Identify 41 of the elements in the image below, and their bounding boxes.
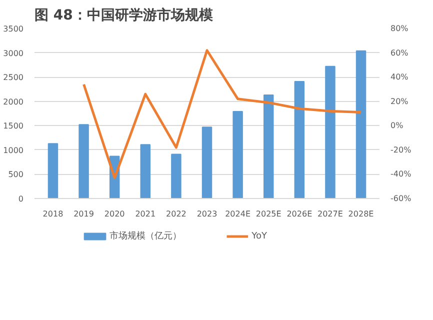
y-tick-label: 2000: [3, 97, 24, 106]
y2-tick-label: 40%: [390, 72, 409, 82]
y2-tick-label: -20%: [390, 145, 412, 154]
legend-label: YoY: [250, 232, 268, 242]
y-tick-label: 2500: [3, 73, 24, 82]
y-tick-label: 500: [8, 170, 24, 180]
x-tick-label: 2020: [104, 210, 125, 218]
bar: [294, 80, 305, 198]
y-tick-label: 3000: [3, 48, 24, 58]
bar: [140, 144, 151, 198]
x-tick-label: 2022: [166, 210, 186, 218]
x-tick-label: 2028E: [348, 210, 374, 218]
x-tick-label: 2025E: [256, 210, 282, 218]
bar: [263, 94, 274, 198]
chart-title: 图 48：中国研学游市场规模: [34, 6, 214, 24]
x-tick-label: 2026E: [286, 210, 312, 218]
line-series: [82, 49, 362, 180]
bar: [78, 124, 89, 198]
bar: [356, 50, 366, 198]
y2-tick-label: -60%: [390, 194, 412, 203]
y-tick-label: 1500: [3, 122, 24, 131]
bar: [202, 126, 212, 198]
y2-tick-label: 60%: [390, 48, 409, 58]
x-tick-label: 2019: [74, 210, 94, 218]
x-tick-label: 2024E: [225, 210, 251, 218]
y2-tick-label: 20%: [390, 96, 409, 106]
bar: [171, 154, 182, 198]
y-tick-label: 0: [18, 194, 24, 204]
y2-tick-label: -40%: [390, 170, 412, 179]
bar: [325, 66, 336, 198]
x-tick-label: 2018: [42, 210, 64, 218]
x-tick-label: 2021: [135, 210, 156, 218]
bar: [48, 143, 58, 198]
y-tick-label: 3500: [3, 24, 24, 34]
y2-tick-label: 80%: [390, 24, 409, 33]
bar: [232, 111, 243, 198]
x-tick-label: 2023: [196, 210, 218, 218]
y2-tick-label: 0%: [390, 121, 404, 130]
legend-label: 市场规模（亿元）: [109, 230, 182, 242]
y-tick-label: 1000: [3, 146, 24, 155]
x-tick-label: 2027E: [318, 210, 343, 218]
